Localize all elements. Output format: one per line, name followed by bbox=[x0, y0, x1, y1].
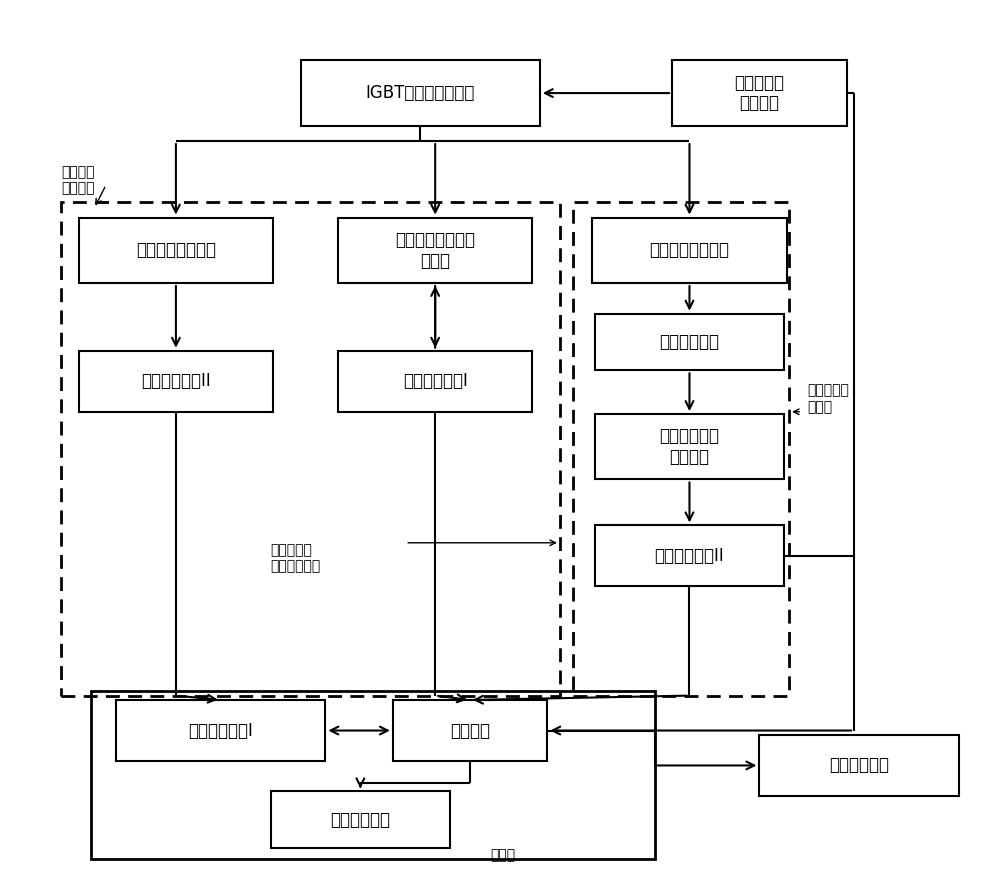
Bar bbox=[79, 350, 273, 412]
Text: IGBT功率半导体模块: IGBT功率半导体模块 bbox=[366, 84, 475, 102]
Bar bbox=[91, 691, 655, 858]
Bar bbox=[595, 526, 784, 586]
Bar bbox=[759, 735, 959, 796]
Text: 温度变送模块: 温度变送模块 bbox=[659, 333, 719, 351]
Bar bbox=[573, 202, 789, 696]
Bar bbox=[672, 60, 847, 126]
Bar bbox=[116, 700, 325, 761]
Bar bbox=[61, 202, 560, 696]
Text: 模数转换模块II: 模数转换模块II bbox=[655, 547, 724, 565]
Text: 门极驱动及
保护电路: 门极驱动及 保护电路 bbox=[734, 74, 784, 112]
Text: 信号调理模块I: 信号调理模块I bbox=[403, 372, 468, 390]
Text: 数据接口: 数据接口 bbox=[450, 722, 490, 739]
Bar bbox=[338, 217, 532, 283]
Bar bbox=[271, 791, 450, 848]
Bar bbox=[595, 314, 784, 371]
Bar bbox=[338, 350, 532, 412]
Bar bbox=[393, 700, 547, 761]
Bar bbox=[79, 217, 273, 283]
Text: 人机界面显示: 人机界面显示 bbox=[829, 757, 889, 774]
Text: 模数转换模块I: 模数转换模块I bbox=[188, 722, 253, 739]
Bar bbox=[301, 60, 540, 126]
Text: 信号调理模块II: 信号调理模块II bbox=[141, 372, 211, 390]
Text: 控制器: 控制器 bbox=[490, 848, 515, 862]
Bar bbox=[595, 414, 784, 479]
Text: 故障诊断模块: 故障诊断模块 bbox=[330, 810, 390, 829]
Text: 集射电压和电流采
集电路: 集射电压和电流采 集电路 bbox=[395, 231, 475, 270]
Text: 集射电压和
电流监测单元: 集射电压和 电流监测单元 bbox=[271, 543, 321, 574]
Text: 门极电压
监测单元: 门极电压 监测单元 bbox=[61, 166, 95, 195]
Bar bbox=[592, 217, 787, 283]
Text: 底板温度采集电路: 底板温度采集电路 bbox=[649, 241, 729, 259]
Text: 底板温度采
集单元: 底板温度采 集单元 bbox=[807, 384, 849, 413]
Text: 门极电压采集电路: 门极电压采集电路 bbox=[136, 241, 216, 259]
Text: 多路模拟信号
选择开关: 多路模拟信号 选择开关 bbox=[659, 427, 719, 466]
